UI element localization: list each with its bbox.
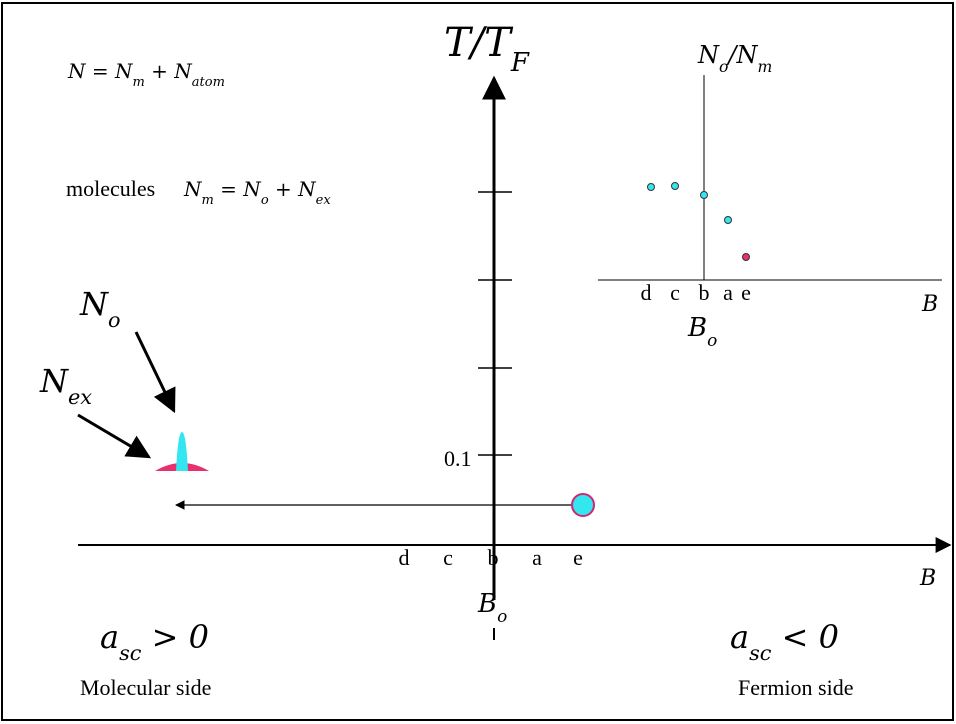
- position-letter: a: [532, 545, 542, 570]
- y-ticks: [478, 191, 512, 456]
- text-segment: > 0: [141, 618, 209, 656]
- text-segment: < 0: [771, 618, 839, 656]
- condition: asc < 0: [730, 618, 839, 665]
- peak-label: Nex: [39, 362, 92, 409]
- subscript: o: [108, 308, 121, 332]
- peak-label: No: [79, 285, 121, 332]
- text-segment: N: [697, 41, 720, 69]
- text-segment: a: [730, 618, 749, 656]
- position-letter: b: [488, 545, 499, 570]
- pointer-arrow: [77, 413, 152, 459]
- position-letter: a: [723, 280, 733, 305]
- position-letter: e: [573, 545, 583, 570]
- subscript: o: [497, 606, 507, 626]
- subscript: ex: [68, 385, 92, 409]
- position-letter: d: [641, 280, 652, 305]
- subscript: F: [510, 48, 530, 78]
- condensate-peak: [176, 432, 188, 471]
- x-axis-label: B: [919, 566, 936, 591]
- label: molecules: [66, 176, 155, 201]
- inset-x-label: B: [921, 292, 938, 317]
- tick-label: 0.1: [444, 446, 472, 471]
- position-letter: e: [741, 280, 751, 305]
- letters: d c b a ed c b a e: [399, 280, 751, 570]
- position-letter: c: [443, 545, 453, 570]
- subscript: m: [202, 193, 214, 208]
- text-segment: B: [687, 313, 707, 343]
- pointer-arrow: [134, 331, 176, 414]
- equation: Nm = No + Nex: [183, 177, 331, 208]
- atom-cloud: [571, 493, 595, 517]
- side-label: Molecular side: [80, 675, 211, 700]
- subscript: m: [132, 75, 144, 90]
- subscript: o: [719, 58, 728, 76]
- subscript: sc: [749, 641, 772, 665]
- text-segment: /N: [726, 41, 758, 69]
- position-letter: b: [699, 280, 710, 305]
- subscript: o: [707, 330, 717, 350]
- inset-y-label: No/Nm: [697, 41, 772, 76]
- subscript: m: [757, 58, 772, 76]
- text-segment: a: [100, 618, 119, 656]
- condition: asc > 0: [100, 618, 209, 665]
- subscript: sc: [119, 641, 142, 665]
- text-segment: N: [79, 285, 109, 323]
- position-letter: c: [670, 280, 680, 305]
- y-axis-label: T/TF: [444, 20, 530, 78]
- x-marker: Bo: [477, 589, 507, 626]
- text-segment: N = N: [67, 59, 134, 83]
- text-segment: + N: [269, 177, 317, 201]
- inset-marker: Bo: [687, 313, 717, 350]
- side-label: Fermion side: [738, 675, 854, 700]
- text-segment: T/T: [444, 20, 514, 66]
- subscript: ex: [316, 193, 332, 208]
- text-segment: = N: [214, 177, 262, 201]
- text-segment: B: [477, 589, 497, 619]
- subscript: o: [261, 193, 269, 208]
- equation: N = Nm + Natom: [67, 59, 225, 90]
- position-letter: d: [399, 545, 410, 570]
- inset-points: [647, 182, 750, 261]
- text-segment: N: [39, 362, 69, 400]
- subscript: atom: [192, 75, 225, 90]
- text-segment: + N: [145, 59, 193, 83]
- text-segment: N: [183, 177, 203, 201]
